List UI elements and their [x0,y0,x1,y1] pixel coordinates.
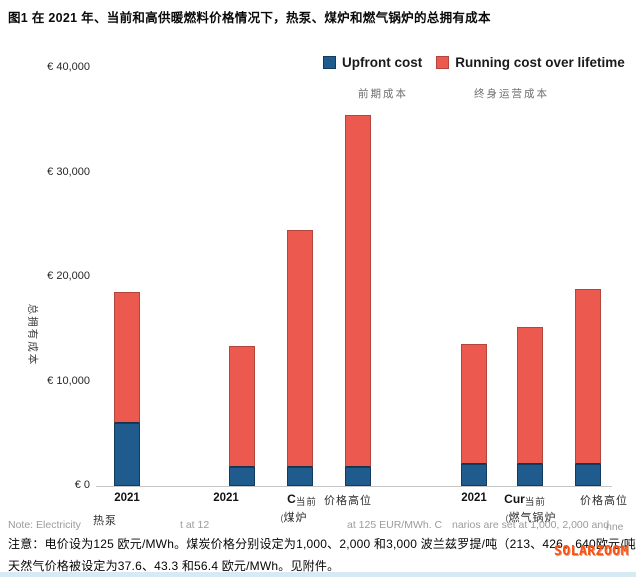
legend-item-upfront-cost: Upfront cost [323,55,422,70]
footnote-line-2: 天然气价格被设定为37.6、43.3 和56.4 欧元/MWh。见附件。 [8,559,340,573]
x-tick-label: 价格高位 [303,492,393,508]
x-tick-label: 价格高位 [559,492,636,508]
y-tick-label: € 30,000 [47,165,90,178]
x-tick-label: 2021 [429,492,519,504]
stacked-bar [287,68,313,486]
group-label-english-residual: ( [280,513,284,523]
x-tick-label-text: 价格高位 [580,495,628,507]
x-tick-label-text: 2021 [114,492,140,504]
bottom-divider [0,572,636,577]
y-tick-label: € 0 [74,479,90,491]
group-label-text: 煤炉 [283,512,308,524]
figure-title: 图1 在 2021 年、当前和高供暖燃料价格情况下，热泵、煤炉和燃气锅炉的总拥有… [8,11,491,25]
chart-legend: Upfront cost Running cost over lifetime [323,55,625,70]
upfront-cost-swatch-icon [323,56,336,69]
faded-english-text-fragment: narios are set at 1,000, 2,000 and [452,519,610,531]
stacked-bar [461,68,487,486]
bar-segment-upfront-cost [345,467,371,486]
stacked-bar [517,68,543,486]
y-axis-title: 总拥有成本 [26,303,39,367]
bar-segment-upfront-cost [287,467,313,486]
legend-label-running-cost: Running cost over lifetime [455,55,625,70]
bar-segment-upfront-cost [461,464,487,486]
bar-segment-running-cost [114,291,140,424]
faded-english-text-fragment: t at 12 [180,519,210,531]
plot-area [96,68,612,487]
y-tick-label: € 10,000 [47,374,90,387]
faded-english-text-fragment: Note: Electricity [8,519,81,531]
legend-item-running-cost: Running cost over lifetime [436,55,625,70]
x-tick-label-chinese: 当前 [524,497,546,508]
bar-segment-running-cost [461,343,487,465]
bar-group-label: (燃气锅炉 [481,509,581,525]
bar-segment-running-cost [345,115,371,468]
bar-segment-running-cost [229,345,255,468]
x-tick-label-chinese: 当前 [295,497,317,508]
x-tick-label-text: 2021 [461,492,487,504]
footnote-line-1: 注意：电价设为125 欧元/MWh。煤炭价格分别设定为1,000、2,000 和… [8,537,636,551]
bar-segment-upfront-cost [114,423,140,486]
bar-segment-running-cost [517,327,543,465]
stacked-bar [575,68,601,486]
x-tick-label: C当前 [257,492,347,508]
stacked-bar [114,68,140,486]
bar-segment-upfront-cost [229,467,255,486]
faded-english-text-fragment: at 125 EUR/MWh. C [347,519,443,531]
x-tick-label: 2021 [82,492,172,504]
bar-segment-upfront-cost [575,464,601,486]
x-tick-label: Cur当前 [480,492,570,508]
x-tick-label-text: 价格高位 [324,495,372,507]
running-cost-swatch-icon [436,56,450,69]
x-tick-label-english-residual: Cur [504,492,525,506]
bar-segment-upfront-cost [517,464,543,486]
annotation-running-cost-zh: 终身运营成本 [474,88,549,100]
x-tick-label: 2021 [181,492,271,504]
group-label-english-residual: ( [505,513,509,523]
legend-label-upfront-cost: Upfront cost [342,55,423,70]
faded-english-text-fragment: nne [606,521,624,533]
group-label-text: 燃气锅炉 [508,512,557,524]
stacked-bar [345,68,371,486]
bar-segment-running-cost [575,288,601,465]
bar-segment-running-cost [287,230,313,468]
annotation-upfront-cost-zh: 前期成本 [358,88,408,100]
y-tick-label: € 40,000 [47,61,90,73]
bar-group-label: 热泵 [55,512,155,528]
group-label-text: 热泵 [93,515,117,527]
solarzoom-watermark: SOLARZOOM [554,544,629,559]
stacked-bar [229,68,255,486]
x-tick-label-english-residual: C [287,492,296,506]
bar-group-label: (煤炉 [244,509,344,525]
x-tick-label-text: 2021 [213,492,239,504]
y-tick-label: € 20,000 [47,270,90,282]
